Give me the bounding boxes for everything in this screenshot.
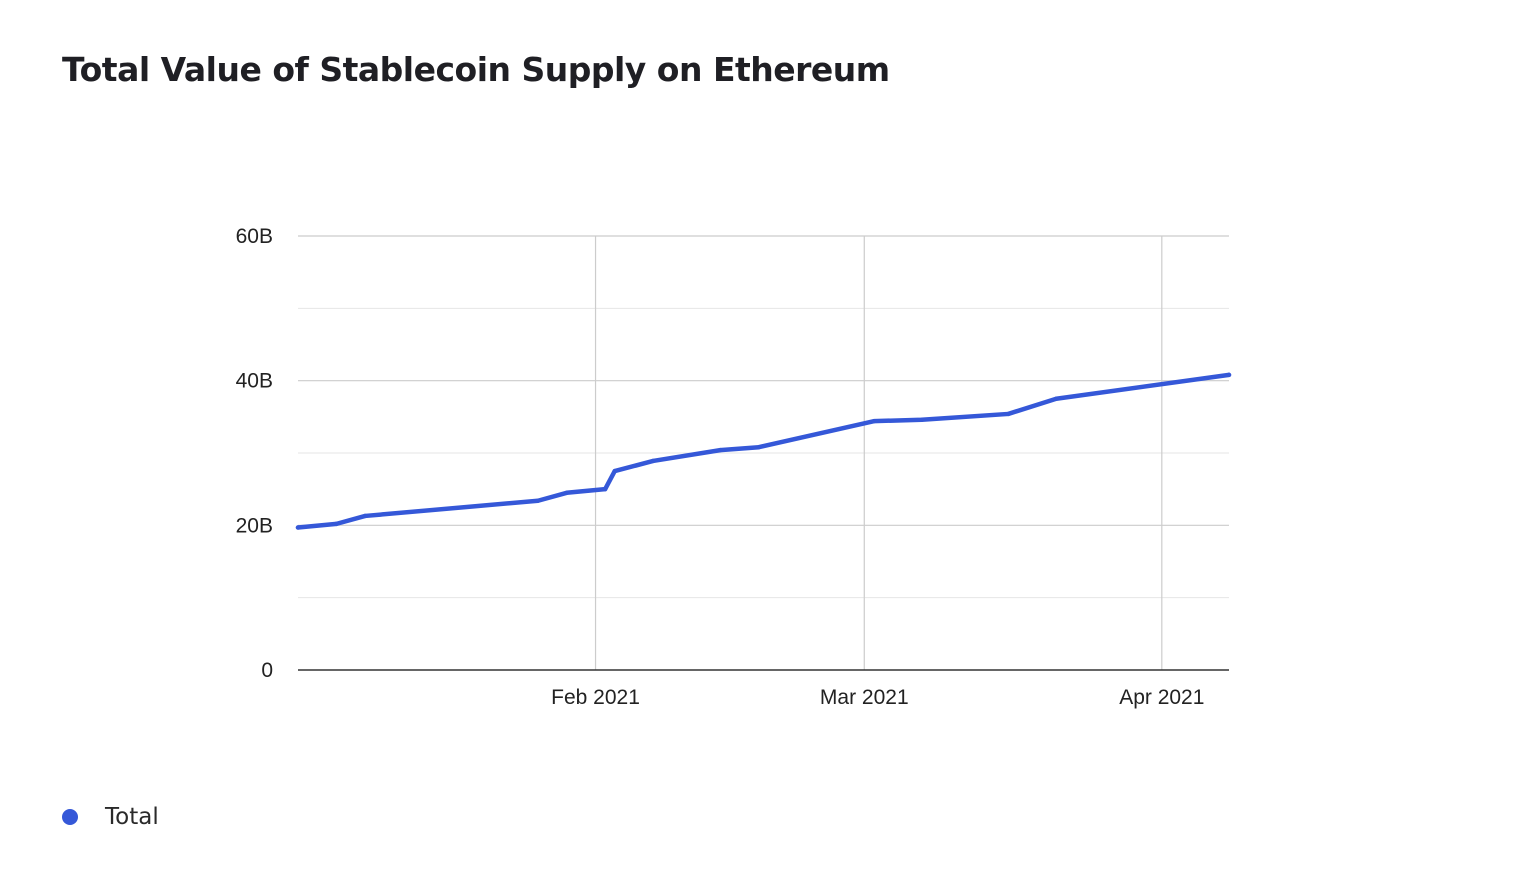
x-tick-label: Feb 2021 — [551, 686, 640, 709]
data-point — [919, 417, 925, 422]
chart-title: Total Value of Stablecoin Supply on Ethe… — [62, 50, 890, 89]
data-point — [718, 447, 723, 453]
data-point — [362, 513, 368, 519]
x-tick-label: Apr 2021 — [1119, 686, 1204, 709]
legend-marker-total — [62, 809, 78, 825]
y-tick-label: 20B — [236, 514, 273, 537]
x-tick-label: Mar 2021 — [820, 686, 909, 709]
data-point — [564, 490, 569, 495]
data-point — [602, 486, 608, 492]
data-point — [612, 468, 617, 474]
data-point — [1054, 396, 1059, 401]
data-point — [334, 521, 339, 527]
y-tick-label: 0 — [261, 659, 273, 682]
data-point — [650, 458, 656, 464]
data-point — [871, 418, 877, 424]
legend: Total — [62, 804, 159, 830]
data-point — [1006, 411, 1011, 417]
data-point — [535, 498, 541, 503]
tick-labels: 0 20B 40B 60B Feb 2021 Mar 2021 Apr 2021 — [236, 225, 1205, 709]
data-point — [756, 445, 761, 450]
data-point — [295, 525, 301, 530]
legend-label-total: Total — [105, 804, 159, 830]
data-point — [1226, 372, 1232, 378]
y-tick-label: 60B — [236, 225, 273, 248]
series-line-total — [295, 372, 1232, 530]
grid-layer — [298, 235, 1229, 670]
series-layer — [295, 372, 1232, 530]
y-tick-label: 40B — [236, 370, 273, 393]
